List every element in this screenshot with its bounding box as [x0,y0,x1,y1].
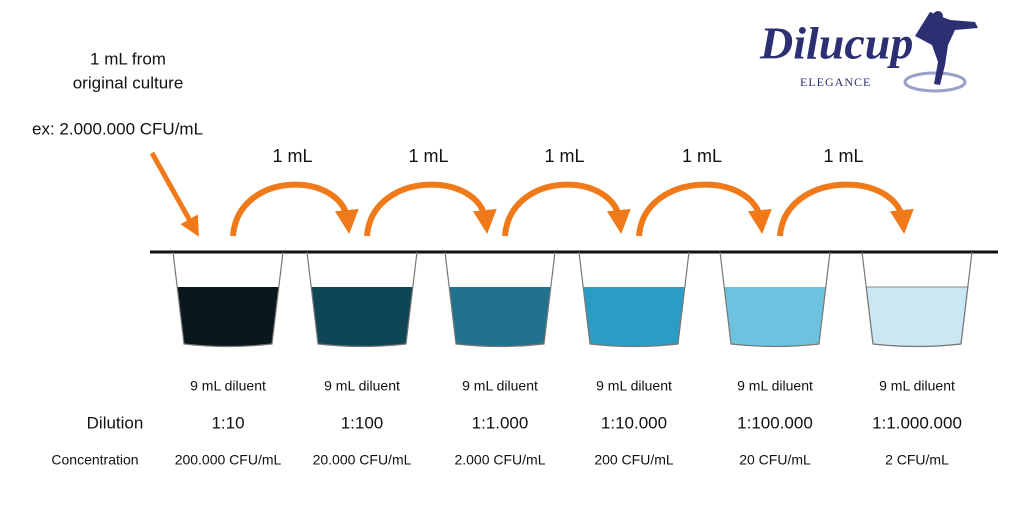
source-line: original culture [73,73,184,92]
cup-outline [719,251,831,348]
dilution-label: 1:1.000.000 [872,413,962,432]
transfer-label: 1 mL [682,146,722,166]
cup-liquid [583,287,685,347]
source-arrow [149,151,199,237]
transfer-label: 1 mL [544,146,584,166]
diluent-label: 9 mL diluent [190,378,266,394]
concentration-label: 2 CFU/mL [885,452,949,468]
logo-name: Dilucup [759,18,913,69]
concentration-label: 200 CFU/mL [594,452,674,468]
transfer-arrow [777,181,914,237]
cup-outline [444,251,556,348]
cup-outline [172,251,284,348]
dilution-label: 1:1.000 [472,413,529,432]
diluent-label: 9 mL diluent [596,378,672,394]
source-line: 1 mL from [90,49,166,68]
concentration-label: 20.000 CFU/mL [313,452,412,468]
diluent-label: 9 mL diluent [462,378,538,394]
transfer-arrow [230,181,359,237]
cup-outline [861,251,973,348]
logo-swirl [903,71,967,93]
transfer-label: 1 mL [272,146,312,166]
concentration-label: 20 CFU/mL [739,452,811,468]
row-label: Dilution [87,413,144,432]
dilution-label: 1:100.000 [737,413,813,432]
transfer-label: 1 mL [408,146,448,166]
cup-liquid [177,287,279,347]
diluent-label: 9 mL diluent [324,378,400,394]
cup-outline [578,251,690,348]
dilution-label: 1:100 [341,413,384,432]
cup-liquid [311,287,413,347]
concentration-label: 2.000 CFU/mL [454,452,545,468]
cup-liquid [865,286,969,347]
cup-outline [306,251,418,348]
logo-tagline: ELEGANCE [800,75,871,89]
source-example: ex: 2.000.000 CFU/mL [32,119,203,138]
dilution-label: 1:10.000 [601,413,667,432]
dilution-label: 1:10 [211,413,244,432]
logo-skater-head [933,11,943,21]
transfer-arrow [636,181,772,237]
concentration-label: 200.000 CFU/mL [175,452,282,468]
diluent-label: 9 mL diluent [879,378,955,394]
logo: Dilucup ELEGANCE [759,11,978,93]
transfer-label: 1 mL [823,146,863,166]
diluent-label: 9 mL diluent [737,378,813,394]
logo-skater [915,12,978,85]
transfer-arrow [502,181,631,237]
row-label: Concentration [51,452,138,468]
cup-liquid [449,287,551,347]
cup-liquid [724,287,826,347]
transfer-arrow [364,181,497,237]
